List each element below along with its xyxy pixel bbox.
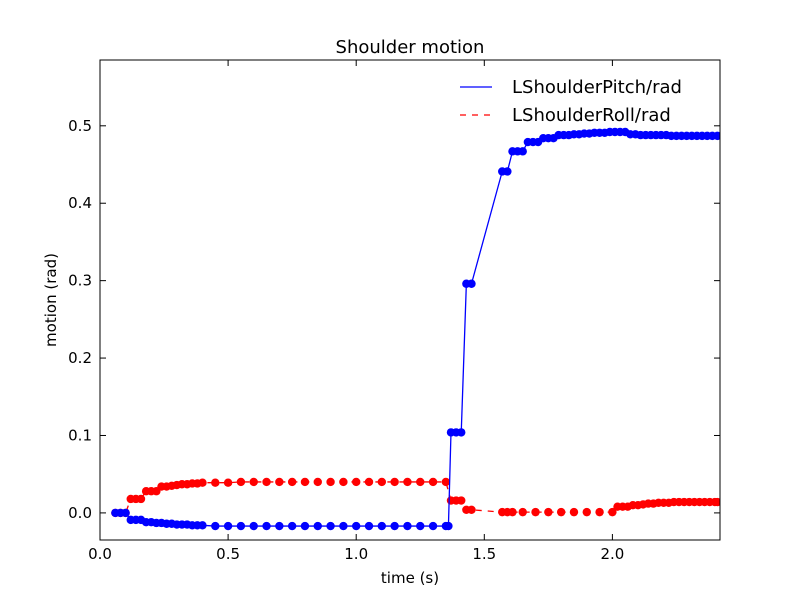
- series-0-point-26: [313, 521, 322, 531]
- series-0-point-31: [377, 521, 387, 531]
- series-0-point-42: [467, 279, 476, 288]
- series-1-point-39: [457, 496, 466, 505]
- series-1-point-33: [403, 477, 412, 487]
- series-0-point-27: [326, 521, 335, 531]
- series-0-point-34: [416, 521, 425, 531]
- y-tick-label-1: 0.1: [68, 426, 92, 444]
- legend: LShoulderPitch/rad LShoulderRoll/rad: [460, 77, 682, 126]
- series-0-point-2: [121, 508, 130, 518]
- series-1-point-49: [569, 507, 579, 517]
- series-1-point-50: [582, 507, 591, 517]
- series-0-point-21: [249, 521, 258, 531]
- series-0-point-23: [275, 521, 284, 531]
- series-1-point-18: [211, 478, 220, 487]
- series-1-point-36: [441, 477, 451, 487]
- x-tick-label-4: 2.0: [600, 545, 624, 563]
- series-1-point-5: [136, 494, 146, 504]
- series-0-point-28: [339, 521, 348, 531]
- plot-area: [111, 127, 720, 531]
- series-1-point-48: [556, 507, 566, 517]
- series-1-point-52: [608, 507, 617, 517]
- series-1-point-51: [595, 507, 604, 517]
- series-0-point-20: [236, 521, 246, 531]
- plot-frame: [99, 59, 721, 541]
- series-0-point-44: [503, 167, 512, 176]
- series-0-point-30: [364, 521, 374, 531]
- x-tick-label-3: 1.5: [472, 545, 496, 563]
- y-tick-label-5: 0.5: [68, 117, 92, 135]
- series-1-point-30: [364, 477, 374, 487]
- series-0-point-18: [211, 521, 220, 531]
- series-0: [111, 127, 720, 531]
- series-1-point-25: [300, 477, 310, 487]
- series-1-point-27: [326, 477, 335, 487]
- legend-label-1: LShoulderRoll/rad: [512, 105, 671, 126]
- series-1-point-22: [262, 477, 271, 487]
- y-tick-label-3: 0.3: [68, 272, 92, 290]
- series-0-point-17: [198, 521, 207, 530]
- series-1-point-19: [223, 478, 233, 487]
- series-0-point-24: [287, 521, 297, 531]
- x-axis-label: time (s): [381, 569, 439, 587]
- y-tick-label-0: 0.0: [68, 504, 92, 522]
- axis-ticks: 0.0 0.5 1.0 1.5 2.0 0.0 0.1 0.2 0.3 0.4 0.5: [68, 60, 720, 563]
- series-1-point-21: [249, 477, 258, 487]
- series-0-point-33: [403, 521, 412, 531]
- series-1-point-31: [377, 477, 387, 487]
- series-1-point-47: [544, 507, 553, 517]
- series-1-point-26: [313, 477, 322, 487]
- series-1-point-32: [390, 477, 399, 487]
- series-1-point-29: [352, 477, 361, 487]
- x-tick-label-2: 1.0: [344, 545, 368, 563]
- chart-title: Shoulder motion: [336, 37, 485, 58]
- series-1-point-34: [416, 477, 425, 487]
- series-1: [111, 477, 720, 518]
- x-tick-label-0: 0.0: [88, 545, 112, 563]
- series-1-point-41: [467, 505, 476, 515]
- series-1-point-46: [531, 507, 540, 517]
- series-1-point-73: [713, 497, 720, 507]
- series-1-point-45: [518, 507, 527, 517]
- y-tick-label-2: 0.2: [68, 349, 92, 367]
- x-tick-label-1: 0.5: [216, 545, 240, 563]
- series-0-point-22: [262, 521, 271, 531]
- series-0-point-32: [390, 521, 399, 531]
- legend-label-0: LShoulderPitch/rad: [512, 77, 682, 98]
- series-0-point-40: [457, 428, 466, 437]
- series-0-point-19: [223, 521, 233, 531]
- series-1-point-35: [428, 477, 438, 487]
- series-0-point-47: [518, 147, 527, 156]
- series-0-point-37: [444, 521, 453, 531]
- series-0-point-29: [352, 521, 361, 531]
- series-1-point-44: [508, 507, 517, 517]
- series-1-point-17: [198, 478, 207, 487]
- series-0-point-85: [713, 131, 720, 141]
- series-1-point-28: [339, 477, 348, 487]
- y-tick-label-4: 0.4: [68, 194, 92, 212]
- series-1-point-24: [287, 477, 297, 487]
- series-1-point-20: [236, 477, 246, 487]
- series-0-point-25: [300, 521, 310, 531]
- series-0-point-35: [428, 521, 438, 531]
- series-1-point-23: [275, 477, 284, 487]
- y-axis-label: motion (rad): [42, 253, 60, 347]
- series-line-0: [115, 131, 718, 527]
